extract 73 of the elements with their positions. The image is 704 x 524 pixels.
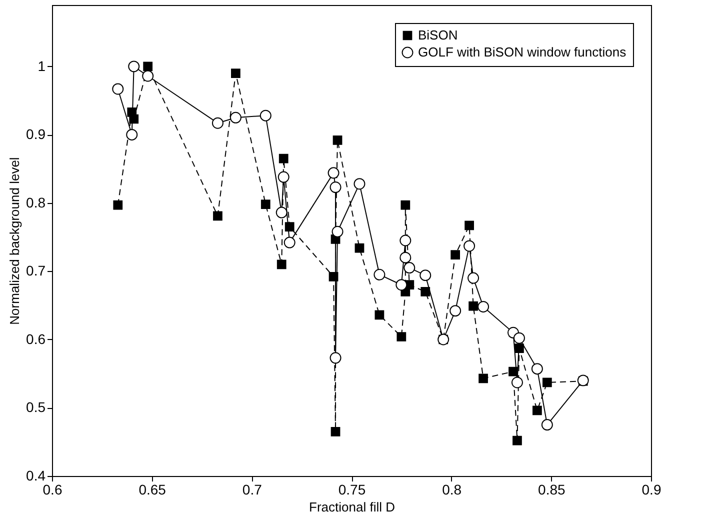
point (450, 250, 460, 260)
point (332, 226, 344, 238)
point (126, 128, 138, 140)
point (284, 222, 294, 232)
point (478, 300, 490, 312)
legend-label: GOLF with BiSON window functions (418, 44, 627, 60)
point (129, 114, 139, 124)
point (128, 60, 140, 72)
point (230, 112, 242, 124)
point (396, 332, 406, 342)
point (400, 200, 410, 210)
point (532, 406, 542, 416)
point (468, 301, 478, 311)
point (400, 252, 412, 264)
point (508, 366, 518, 376)
x-tick-label: 0.6 (42, 482, 62, 498)
point (468, 272, 480, 284)
point (512, 436, 522, 446)
point (143, 62, 153, 72)
point (330, 182, 342, 193)
point (330, 352, 342, 364)
point (330, 426, 340, 436)
y-tick-label: 0.4 (26, 468, 46, 484)
x-axis-title: Fractional fill D (309, 500, 395, 514)
point (420, 270, 432, 282)
point (542, 378, 552, 388)
legend-label: BiSON (418, 28, 458, 42)
point (276, 260, 286, 270)
point (231, 68, 240, 78)
point (142, 70, 154, 82)
point (276, 206, 288, 218)
point (278, 171, 290, 183)
y-tick-label: 0.5 (26, 399, 46, 416)
x-tick-label: 0.9 (642, 482, 662, 498)
point (354, 243, 364, 253)
point (541, 419, 553, 431)
point (420, 287, 430, 296)
y-tick-label: 0.7 (26, 262, 46, 279)
x-tick-label: 0.7 (242, 482, 262, 498)
point (396, 279, 408, 291)
point (284, 236, 296, 248)
point (354, 178, 366, 190)
point (464, 220, 474, 230)
point (374, 268, 386, 280)
x-tick-label: 0.65 (138, 482, 166, 498)
point (464, 240, 476, 252)
point (478, 374, 488, 384)
y-tick-label: 0.8 (26, 194, 46, 210)
point (374, 310, 384, 320)
point (514, 344, 524, 354)
x-tick-label: 0.85 (538, 482, 566, 498)
point (400, 234, 412, 246)
point (531, 363, 543, 375)
point (511, 376, 523, 388)
point (450, 305, 462, 317)
y-tick-label: 0.6 (26, 330, 46, 347)
point (404, 262, 416, 274)
y-axis-title: Normalized background level (7, 157, 22, 325)
point (112, 83, 124, 95)
point (328, 167, 340, 179)
point (328, 272, 338, 282)
point (113, 200, 123, 210)
point (260, 110, 272, 122)
x-tick-label: 0.8 (442, 482, 462, 498)
point (513, 332, 525, 344)
point (332, 135, 342, 145)
x-tick-label: 0.75 (338, 482, 366, 498)
point (212, 117, 224, 129)
y-tick-label: 1 (38, 58, 46, 74)
point (260, 200, 270, 210)
point (213, 211, 222, 221)
point (278, 154, 288, 164)
y-tick-label: 0.9 (26, 126, 46, 142)
